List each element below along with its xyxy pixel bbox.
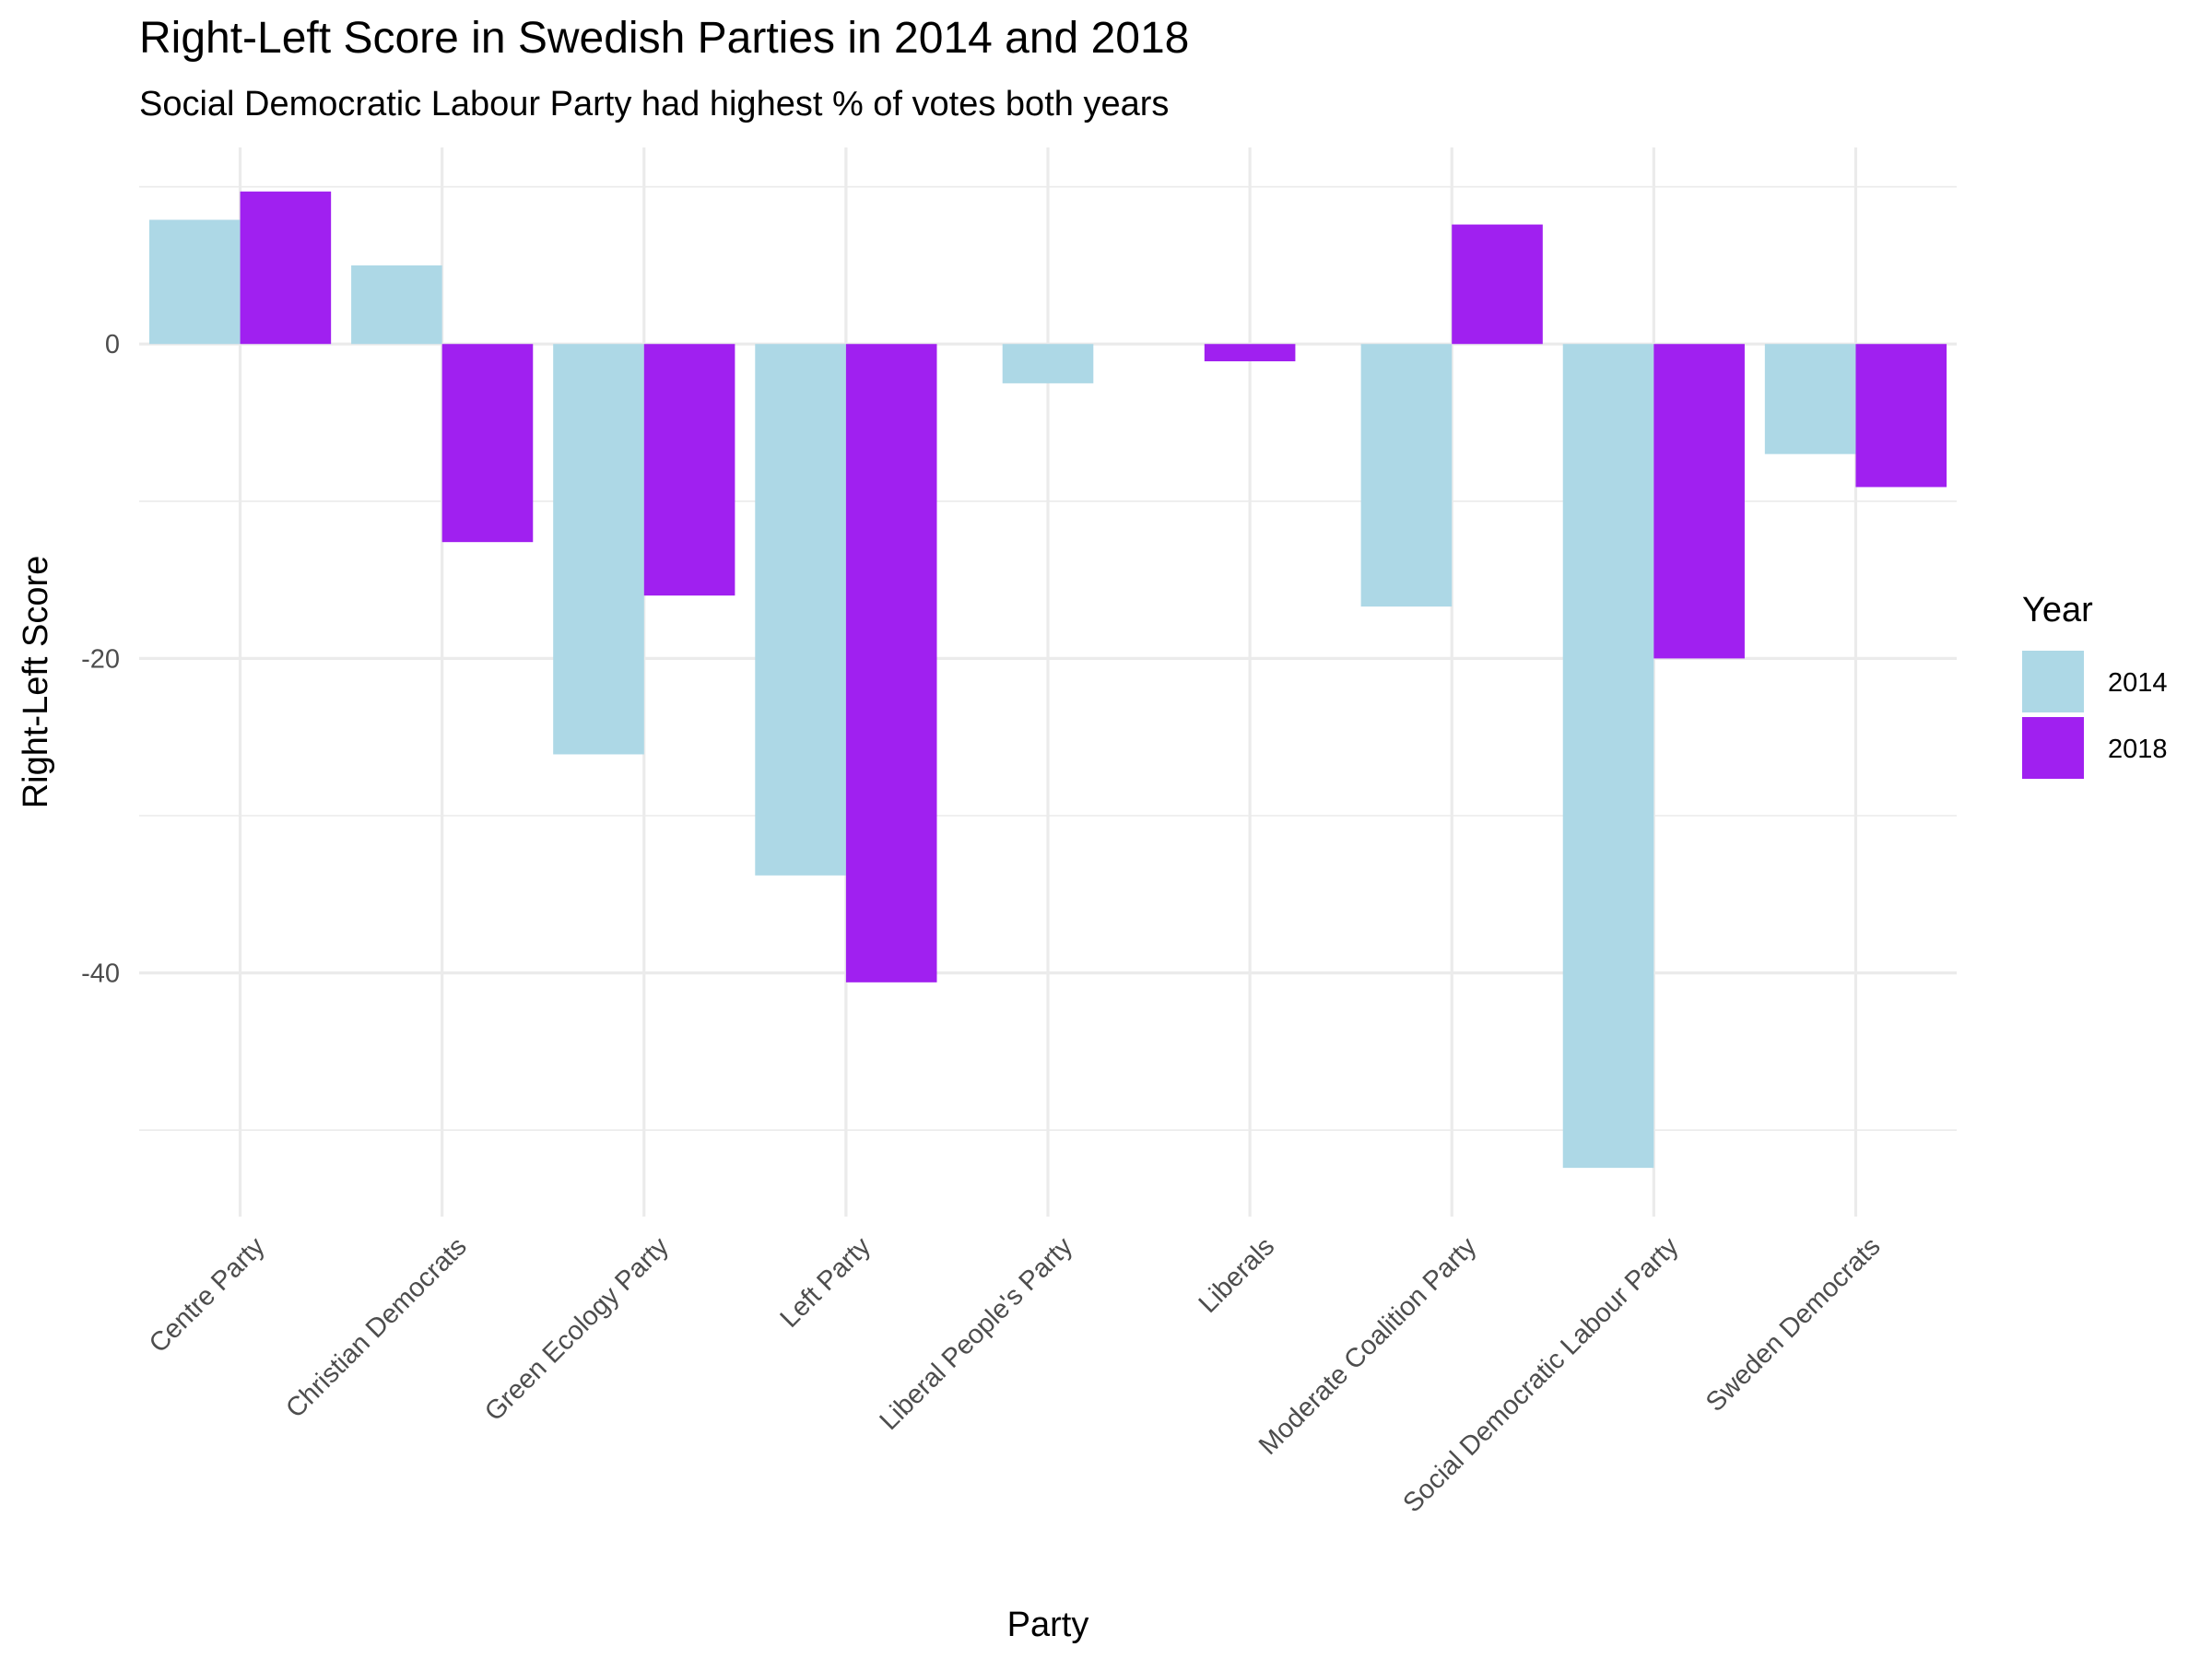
bar-2014 — [755, 344, 846, 876]
chart-title: Right-Left Score in Swedish Parties in 2… — [139, 14, 1190, 63]
legend-swatch-2018 — [2022, 717, 2084, 779]
y-axis-title: Right-Left Score — [17, 556, 55, 809]
x-tick-label: Sweden Democrats — [1700, 1231, 1887, 1418]
x-tick-label: Moderate Coalition Party — [1253, 1231, 1483, 1461]
chart-subtitle: Social Democratic Labour Party had highe… — [139, 85, 1170, 124]
legend-swatch-2014 — [2022, 651, 2084, 712]
bar-2018 — [441, 344, 534, 543]
x-tick-label: Liberal People's Party — [875, 1231, 1079, 1436]
bar-2014 — [148, 219, 241, 345]
bar-2014 — [351, 265, 442, 345]
bar-2018 — [1452, 224, 1543, 345]
bar-2018 — [240, 191, 332, 345]
x-tick-label: Green Ecology Party — [479, 1231, 675, 1427]
bars-layer — [148, 191, 1947, 1169]
bar-2018 — [1855, 344, 1947, 488]
y-tick-label: 0 — [105, 330, 120, 359]
legend-label-2014: 2014 — [2108, 668, 2168, 698]
bar-2014 — [1764, 344, 1856, 454]
bar-2018 — [845, 344, 937, 982]
bar-2014 — [553, 344, 644, 755]
bar-2014 — [1002, 344, 1094, 383]
x-tick-label: Left Party — [775, 1231, 877, 1334]
legend: Year 2014 2018 — [2022, 591, 2168, 779]
bar-2014 — [1562, 344, 1654, 1169]
bar-2018 — [1204, 344, 1296, 361]
x-axis-title: Party — [1007, 1606, 1089, 1644]
legend-items: 2014 2018 — [2022, 651, 2168, 779]
bar-2018 — [1653, 344, 1745, 659]
y-tick-label: -20 — [81, 644, 120, 674]
y-tick-label: -40 — [81, 959, 120, 989]
bar-2018 — [643, 344, 735, 596]
x-tick-label: Centre Party — [144, 1231, 271, 1359]
legend-label-2018: 2018 — [2108, 735, 2168, 764]
legend-title: Year — [2022, 591, 2093, 629]
x-axis-ticks: Centre Party Christian Democrats Green Eco… — [144, 1231, 1887, 1518]
x-tick-label: Christian Democrats — [280, 1231, 472, 1423]
bar-2014 — [1360, 344, 1453, 607]
x-tick-label: Liberals — [1194, 1231, 1280, 1318]
y-axis-ticks: 0 -20 -40 — [81, 330, 120, 988]
